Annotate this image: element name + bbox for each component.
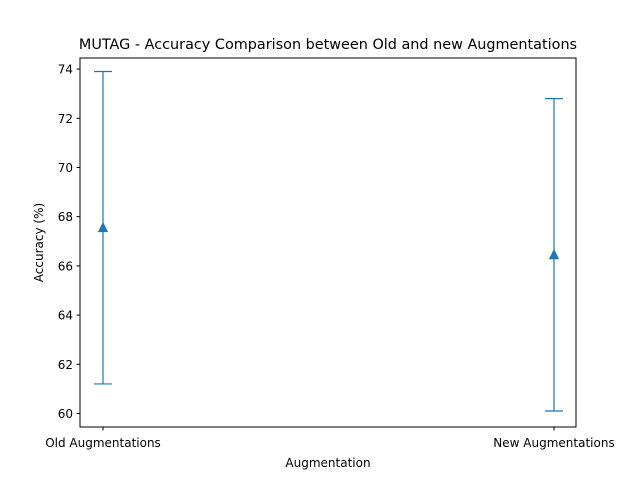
plot-area-frame	[79, 57, 577, 428]
x-tick-label: New Augmentations	[493, 436, 614, 450]
x-tick-label: Old Augmentations	[45, 436, 161, 450]
x-axis-label: Augmentation	[285, 456, 370, 470]
y-tick-label: 62	[58, 358, 73, 372]
x-axis-ticks: Old Augmentations New Augmentations	[45, 427, 615, 450]
y-tick-label: 66	[58, 259, 73, 273]
mean-marker	[548, 248, 560, 260]
y-tick-label: 68	[58, 210, 73, 224]
y-tick-label: 72	[58, 112, 73, 126]
y-tick-label: 74	[58, 63, 73, 77]
mean-marker	[97, 221, 109, 233]
data-marks	[94, 70, 563, 412]
chart-title: MUTAG - Accuracy Comparison between Old …	[79, 37, 577, 53]
y-axis-label: Accuracy (%)	[32, 203, 46, 282]
y-tick-label: 64	[58, 309, 73, 323]
y-tick-label: 60	[58, 407, 73, 421]
y-tick-label: 70	[58, 161, 73, 175]
y-axis-ticks: 60 62 64 66 68 70 72 74	[58, 63, 80, 421]
